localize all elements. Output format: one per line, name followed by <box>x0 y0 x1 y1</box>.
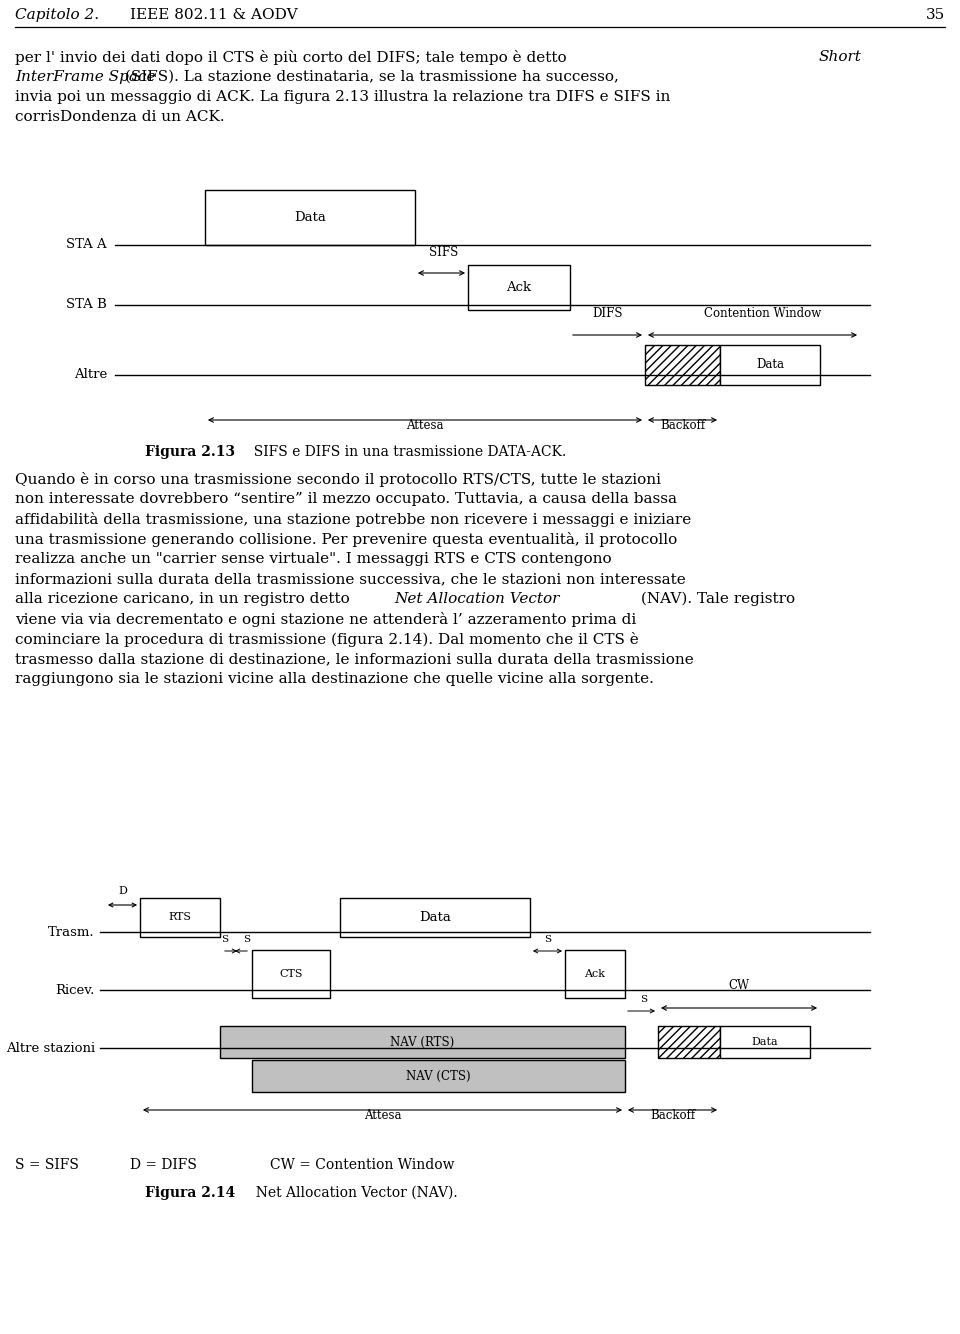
Text: D: D <box>118 886 127 896</box>
Bar <box>565 950 625 998</box>
Text: DIFS: DIFS <box>592 307 623 320</box>
Text: Data: Data <box>756 359 784 371</box>
Text: una trasmissione generando collisione. Per prevenire questa eventualità, il prot: una trasmissione generando collisione. P… <box>15 532 677 547</box>
Text: S: S <box>544 935 551 944</box>
Text: cominciare la procedura di trasmissione (figura 2.14). Dal momento che il CTS è: cominciare la procedura di trasmissione … <box>15 632 638 647</box>
Text: corrisDondenza di un ACK.: corrisDondenza di un ACK. <box>15 109 225 124</box>
Text: STA B: STA B <box>66 299 107 312</box>
Bar <box>658 1026 720 1058</box>
Text: raggiungono sia le stazioni vicine alla destinazione che quelle vicine alla sorg: raggiungono sia le stazioni vicine alla … <box>15 672 654 686</box>
Text: SIFS e DIFS in una trasmissione DATA-ACK.: SIFS e DIFS in una trasmissione DATA-ACK… <box>245 446 566 459</box>
Text: Backoff: Backoff <box>660 419 705 432</box>
Bar <box>720 1026 810 1058</box>
Text: non interessate dovrebbero “sentire” il mezzo occupato. Tuttavia, a causa della : non interessate dovrebbero “sentire” il … <box>15 492 677 506</box>
Text: Altre: Altre <box>74 368 107 382</box>
Text: Quando è in corso una trasmissione secondo il protocollo RTS/CTS, tutte le stazi: Quando è in corso una trasmissione secon… <box>15 472 661 487</box>
Text: S = SIFS: S = SIFS <box>15 1158 79 1173</box>
Text: IEEE 802.11 & AODV: IEEE 802.11 & AODV <box>130 8 298 21</box>
Text: Net Allocation Vector (NAV).: Net Allocation Vector (NAV). <box>247 1186 458 1201</box>
Bar <box>205 189 415 245</box>
Text: (SIFS). La stazione destinataria, se la trasmissione ha successo,: (SIFS). La stazione destinataria, se la … <box>120 69 619 84</box>
Bar <box>340 898 530 936</box>
Text: Attesa: Attesa <box>364 1109 401 1122</box>
Text: Trasm.: Trasm. <box>48 926 95 939</box>
Text: Attesa: Attesa <box>406 419 444 432</box>
Text: CTS: CTS <box>279 968 302 979</box>
Text: S: S <box>244 935 251 944</box>
Text: Short: Short <box>819 49 862 64</box>
Text: RTS: RTS <box>169 912 191 923</box>
Bar <box>468 265 570 309</box>
Text: Data: Data <box>420 911 451 924</box>
Text: (NAV). Tale registro: (NAV). Tale registro <box>636 592 795 607</box>
Text: Figura 2.13: Figura 2.13 <box>145 446 235 459</box>
Text: Data: Data <box>752 1037 779 1047</box>
Text: NAV (CTS): NAV (CTS) <box>406 1070 470 1082</box>
Text: Ricev.: Ricev. <box>56 983 95 996</box>
Text: alla ricezione caricano, in un registro detto: alla ricezione caricano, in un registro … <box>15 592 354 606</box>
Text: Altre stazioni: Altre stazioni <box>6 1042 95 1054</box>
Text: NAV (RTS): NAV (RTS) <box>391 1035 455 1049</box>
Text: S: S <box>640 995 647 1005</box>
Text: D = DIFS: D = DIFS <box>130 1158 197 1173</box>
Text: realizza anche un "carrier sense virtuale". I messaggi RTS e CTS contengono: realizza anche un "carrier sense virtual… <box>15 552 612 566</box>
Text: STA A: STA A <box>66 239 107 252</box>
Text: SIFS: SIFS <box>429 245 458 259</box>
Text: S: S <box>222 935 228 944</box>
Bar <box>645 346 720 386</box>
Text: 35: 35 <box>925 8 945 21</box>
Bar <box>720 346 820 386</box>
Bar <box>220 1026 625 1058</box>
Text: Ack: Ack <box>507 281 532 293</box>
Text: Backoff: Backoff <box>650 1109 695 1122</box>
Text: Figura 2.14: Figura 2.14 <box>145 1186 235 1201</box>
Bar <box>252 950 330 998</box>
Text: per l' invio dei dati dopo il CTS è più corto del DIFS; tale tempo è detto: per l' invio dei dati dopo il CTS è più … <box>15 49 566 65</box>
Text: invia poi un messaggio di ACK. La figura 2.13 illustra la relazione tra DIFS e S: invia poi un messaggio di ACK. La figura… <box>15 89 670 104</box>
Text: Net Allocation Vector: Net Allocation Vector <box>394 592 560 606</box>
Text: Contention Window: Contention Window <box>704 307 821 320</box>
Text: Capitolo 2.: Capitolo 2. <box>15 8 99 21</box>
Text: affidabilità della trasmissione, una stazione potrebbe non ricevere i messaggi e: affidabilità della trasmissione, una sta… <box>15 512 691 527</box>
Text: Data: Data <box>294 211 326 224</box>
Text: InterFrame Space: InterFrame Space <box>15 69 156 84</box>
Text: CW = Contention Window: CW = Contention Window <box>270 1158 454 1173</box>
Text: informazioni sulla durata della trasmissione successiva, che le stazioni non int: informazioni sulla durata della trasmiss… <box>15 572 685 586</box>
Text: trasmesso dalla stazione di destinazione, le informazioni sulla durata della tra: trasmesso dalla stazione di destinazione… <box>15 652 694 666</box>
Text: Ack: Ack <box>585 968 606 979</box>
Text: viene via via decrementato e ogni stazione ne attenderà l’ azzeramento prima di: viene via via decrementato e ogni stazio… <box>15 612 636 627</box>
Bar <box>140 898 220 936</box>
Text: CW: CW <box>729 979 750 992</box>
Bar <box>252 1061 625 1093</box>
